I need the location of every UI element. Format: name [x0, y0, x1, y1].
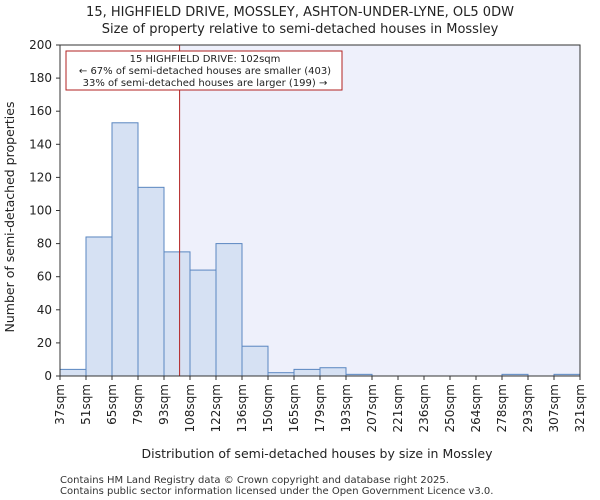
- y-tick-label-180: 180: [29, 71, 52, 85]
- y-axis-label: Number of semi-detached properties: [2, 102, 17, 333]
- y-tick-label-140: 140: [29, 137, 52, 151]
- x-tick-label-136sqm: 136sqm: [235, 384, 249, 432]
- y-tick-label-40: 40: [37, 303, 52, 317]
- chart-title: 15, HIGHFIELD DRIVE, MOSSLEY, ASHTON-UND…: [86, 5, 514, 20]
- bar-165sqm: [293, 368, 321, 377]
- x-tick-label-150sqm: 150sqm: [261, 384, 275, 432]
- x-tick-label-65sqm: 65sqm: [105, 384, 119, 425]
- y-tick-label-160: 160: [29, 104, 52, 118]
- footer-line-2: Contains public sector information licen…: [60, 486, 493, 497]
- x-tick-label-179sqm: 179sqm: [313, 384, 327, 432]
- larger-region-shade: [179, 45, 580, 376]
- x-tick-label-79sqm: 79sqm: [131, 384, 145, 425]
- x-tick-label-221sqm: 221sqm: [391, 384, 405, 432]
- y-tick-label-0: 0: [44, 369, 52, 383]
- y-ticks: 0 20 40 60 80 100 120 140 160 180 200: [29, 38, 60, 383]
- x-tick-label-236sqm: 236sqm: [417, 384, 431, 432]
- bar-93sqm: [163, 251, 191, 377]
- chart-subtitle: Size of property relative to semi-detach…: [102, 22, 499, 37]
- x-tick-label-278sqm: 278sqm: [495, 384, 509, 432]
- bar-108sqm: [189, 269, 217, 377]
- y-tick-label-20: 20: [37, 336, 52, 350]
- bar-37sqm: [59, 368, 87, 377]
- x-tick-label-93sqm: 93sqm: [157, 384, 171, 425]
- annotation-frame: [65, 50, 343, 91]
- bar-136sqm: [241, 345, 269, 377]
- x-tick-label-108sqm: 108sqm: [183, 384, 197, 432]
- annotation-line-1: 15 HIGHFIELD DRIVE: 102sqm: [130, 54, 281, 65]
- y-tick-label-60: 60: [37, 270, 52, 284]
- y-tick-label-80: 80: [37, 237, 52, 251]
- bar-65sqm: [111, 122, 139, 377]
- x-tick-label-122sqm: 122sqm: [209, 384, 223, 432]
- x-tick-label-307sqm: 307sqm: [547, 384, 561, 432]
- x-tick-label-165sqm: 165sqm: [287, 384, 301, 432]
- bar-122sqm: [215, 243, 243, 377]
- bar-51sqm: [85, 236, 113, 377]
- y-tick-label-100: 100: [29, 204, 52, 218]
- annotation-line-3: 33% of semi-detached houses are larger (…: [83, 78, 328, 89]
- bar-179sqm: [319, 367, 347, 377]
- y-tick-label-120: 120: [29, 170, 52, 184]
- bar-79sqm: [137, 186, 165, 377]
- y-tick-label-200: 200: [29, 38, 52, 52]
- footer-line-1: Contains HM Land Registry data © Crown c…: [60, 475, 449, 486]
- x-tick-label-250sqm: 250sqm: [443, 384, 457, 432]
- x-tick-label-264sqm: 264sqm: [469, 384, 483, 432]
- x-ticks: 37sqm 51sqm 65sqm 79sqm 93sqm 108sqm 122sqm 136…: [53, 376, 587, 432]
- x-tick-label-193sqm: 193sqm: [339, 384, 353, 432]
- annotation-box: 15 HIGHFIELD DRIVE: 102sqm ← 67% of semi…: [65, 50, 343, 91]
- x-tick-label-207sqm: 207sqm: [365, 384, 379, 432]
- x-tick-label-321sqm: 321sqm: [573, 384, 587, 432]
- x-tick-label-37sqm: 37sqm: [53, 384, 67, 425]
- x-axis-label: Distribution of semi-detached houses by …: [142, 446, 494, 461]
- bars: [59, 122, 581, 377]
- x-tick-label-293sqm: 293sqm: [521, 384, 535, 432]
- x-tick-label-51sqm: 51sqm: [79, 384, 93, 425]
- annotation-line-2: ← 67% of semi-detached houses are smalle…: [79, 66, 331, 77]
